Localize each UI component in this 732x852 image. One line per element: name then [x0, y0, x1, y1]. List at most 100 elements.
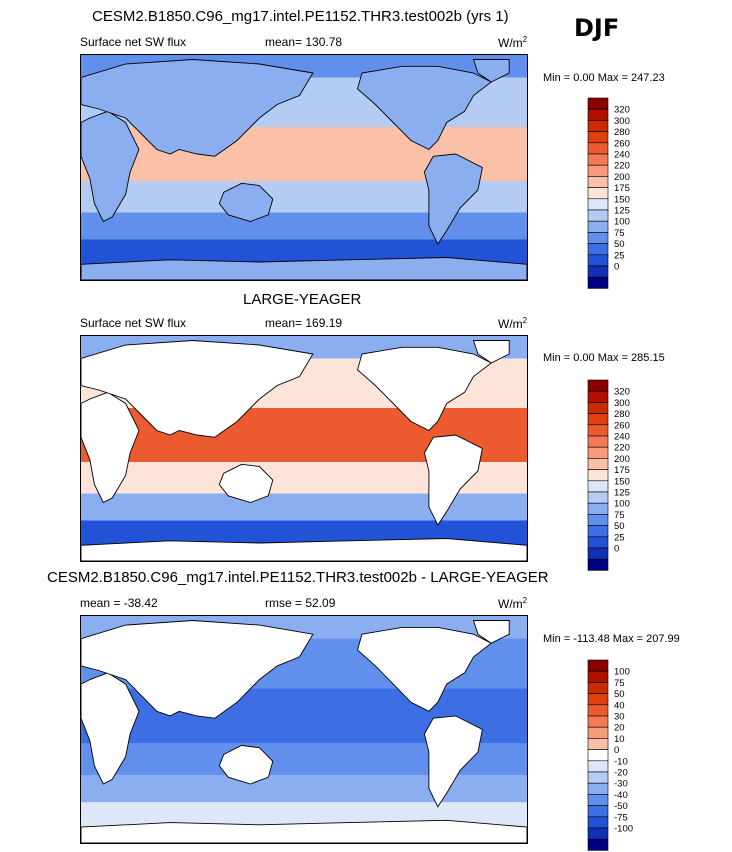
panel2-colorbar: 320 300 280 260 240 220 200 175 150 125 100 75 50 25 0	[587, 379, 648, 572]
panel1-title: CESM2.B1850.C96_mg17.intel.PE1152.THR3.t…	[92, 8, 509, 25]
south-america-landmass	[423, 153, 483, 245]
colorbar-swatch	[587, 715, 609, 728]
colorbar-tick-label: 200	[614, 172, 630, 183]
colorbar-tick-label: 150	[614, 194, 630, 205]
panel1-colorbar: 320 300 280 260 240 220 200 175 150 125 100 75 50 25 0	[587, 97, 648, 290]
colorbar-tick-label: 20	[614, 723, 625, 734]
colorbar-tick-label: 50	[614, 689, 625, 700]
map-svg	[81, 616, 527, 843]
colorbar-tick-label: -20	[614, 768, 628, 779]
colorbar-swatch	[587, 198, 609, 211]
colorbar-swatch	[587, 469, 609, 482]
map-svg	[81, 55, 527, 280]
australia-landmass	[218, 463, 274, 503]
colorbar-swatch	[587, 704, 609, 717]
panel3-units-label: W/m2	[498, 596, 528, 611]
colorbar-swatch	[587, 402, 609, 414]
panel2-title: LARGE-YEAGER	[243, 291, 362, 308]
colorbar-swatch	[587, 413, 609, 426]
colorbar-swatch	[587, 243, 609, 256]
eurasia-landmass	[81, 620, 314, 719]
colorbar-swatch	[587, 480, 609, 493]
colorbar-tick-label: 100	[614, 217, 630, 228]
colorbar-swatch	[587, 693, 609, 706]
colorbar-tick-label: 320	[614, 105, 630, 116]
colorbar-swatch	[587, 749, 609, 762]
colorbar-tick-label: -50	[614, 801, 628, 812]
colorbar-tick-label: 220	[614, 443, 630, 454]
colorbar-swatch	[587, 794, 609, 806]
colorbar-tick-label: 50	[614, 239, 625, 250]
antarctica-landmass	[81, 538, 527, 561]
colorbar-swatch	[587, 536, 609, 549]
colorbar-swatch	[587, 726, 609, 739]
colorbar-swatch	[587, 435, 609, 448]
colorbar-tick-label: 25	[614, 532, 625, 543]
colorbar-swatch	[587, 670, 609, 683]
colorbar-tick-label: -30	[614, 779, 628, 790]
colorbar-tick-label: 125	[614, 206, 630, 217]
colorbar-tick-label: 150	[614, 476, 630, 487]
colorbar-swatch	[587, 232, 609, 244]
north-america-landmass	[356, 626, 493, 712]
colorbar-tick-label: 25	[614, 250, 625, 261]
eurasia-landmass	[81, 59, 314, 157]
north-america-landmass	[356, 346, 493, 432]
colorbar-tick-label: 260	[614, 420, 630, 431]
colorbar-swatch	[587, 379, 609, 392]
greenland-landmass	[472, 340, 510, 364]
colorbar-swatch	[587, 265, 609, 278]
colorbar-tick-label: -100	[614, 824, 633, 835]
colorbar-tick-label: -40	[614, 790, 628, 801]
africa-landmass	[81, 672, 140, 785]
panel3-minmax-label: Min = -113.48 Max = 207.99	[543, 633, 680, 645]
panel3-title: CESM2.B1850.C96_mg17.intel.PE1152.THR3.t…	[47, 569, 549, 586]
africa-landmass	[81, 110, 140, 223]
colorbar-swatch	[587, 220, 609, 233]
colorbar-swatch	[587, 458, 609, 470]
colorbar-swatch	[587, 558, 609, 571]
colorbar-tick-label: 100	[614, 667, 630, 678]
panel1-mean-label: mean= 130.78	[265, 35, 343, 49]
colorbar-swatch	[587, 805, 609, 818]
africa-landmass	[81, 391, 140, 504]
colorbar-swatch	[587, 827, 609, 840]
colorbar-swatch	[587, 738, 609, 750]
colorbar-swatch	[587, 547, 609, 560]
colorbar-tick-label: 240	[614, 432, 630, 443]
panel3-mean-label: mean = -38.42	[80, 596, 158, 610]
colorbar-swatch	[587, 176, 609, 188]
colorbar-swatch	[587, 491, 609, 504]
colorbar-tick-label: 100	[614, 499, 630, 510]
colorbar-tick-label: 75	[614, 678, 625, 689]
colorbar-swatch	[587, 514, 609, 526]
field-band	[81, 774, 527, 804]
colorbar-tick-label: 200	[614, 454, 630, 465]
season-label: DJF	[574, 14, 620, 42]
colorbar-swatch	[587, 424, 609, 437]
colorbar-tick-label: 260	[614, 138, 630, 149]
colorbar-swatch	[587, 502, 609, 515]
colorbar-tick-label: 175	[614, 465, 630, 476]
colorbar-swatch	[587, 276, 609, 289]
colorbar-tick-label: 0	[614, 544, 619, 555]
greenland-landmass	[472, 620, 510, 644]
colorbar-tick-label: 280	[614, 127, 630, 138]
south-america-landmass	[423, 434, 483, 526]
colorbar-swatch	[587, 782, 609, 795]
panel3-rmse-label: rmse = 52.09	[265, 596, 336, 610]
antarctica-landmass	[81, 819, 527, 843]
colorbar-tick-label: -75	[614, 812, 628, 823]
map-svg	[81, 336, 527, 561]
colorbar-swatch	[587, 446, 609, 459]
colorbar-swatch	[587, 131, 609, 144]
colorbar-swatch	[587, 97, 609, 110]
colorbar-tick-label: 240	[614, 150, 630, 161]
colorbar-swatch	[587, 108, 609, 121]
panel3-map	[80, 615, 528, 844]
colorbar-tick-label: 300	[614, 116, 630, 127]
panel2-map	[80, 335, 528, 562]
colorbar-swatch	[587, 187, 609, 200]
panel2-units-label: W/m2	[498, 316, 528, 331]
